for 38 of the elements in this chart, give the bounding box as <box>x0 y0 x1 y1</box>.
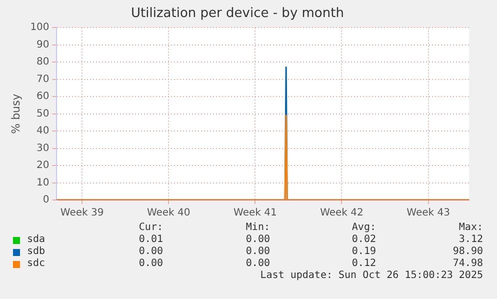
y-axis-title: % busy <box>9 93 22 134</box>
y-tick-label: 100 <box>30 22 50 34</box>
x-tick-label: Week 42 <box>320 208 364 219</box>
text: Min: <box>246 222 270 233</box>
y-tick-label: 0 <box>42 194 50 206</box>
y-tick-label: 80 <box>36 56 50 68</box>
text: Last update: Sun Oct 26 15:00:23 2025 <box>260 270 483 281</box>
legend-label: sdc <box>27 258 46 269</box>
text: 0.00 <box>138 246 163 257</box>
y-tick-label: 20 <box>36 160 50 172</box>
y-tick-label: 40 <box>36 126 50 137</box>
text: 3.12 <box>458 234 483 245</box>
x-tick-label: Week 43 <box>406 208 450 219</box>
y-tick-label: 60 <box>36 91 50 102</box>
legend-label: sdb <box>27 246 46 257</box>
x-tick-label: Week 40 <box>146 208 190 219</box>
text: 74.98 <box>452 258 483 269</box>
text: Avg: <box>352 222 376 233</box>
text: 98.90 <box>452 246 483 257</box>
text: 0.00 <box>138 258 163 269</box>
text: 0.00 <box>246 234 270 245</box>
y-tick-label: 50 <box>36 108 50 120</box>
chart-title: Utilization per device - by month <box>131 6 344 22</box>
y-tick-label: 90 <box>36 39 50 50</box>
text: 0.00 <box>246 246 270 257</box>
text: Cur: <box>138 222 163 233</box>
text: 0.12 <box>352 258 376 269</box>
y-tick-label: 10 <box>36 177 50 188</box>
legend-label: sda <box>27 234 46 245</box>
text: 0.02 <box>352 234 376 245</box>
text: Max: <box>458 222 483 233</box>
text: 0.01 <box>138 234 163 245</box>
x-tick-label: Week 41 <box>234 208 277 219</box>
text: 0.19 <box>352 246 376 257</box>
text: 0.00 <box>246 258 270 269</box>
x-tick-label: Week 39 <box>60 208 104 219</box>
y-tick-label: 30 <box>36 142 50 154</box>
y-tick-label: 70 <box>36 74 50 85</box>
